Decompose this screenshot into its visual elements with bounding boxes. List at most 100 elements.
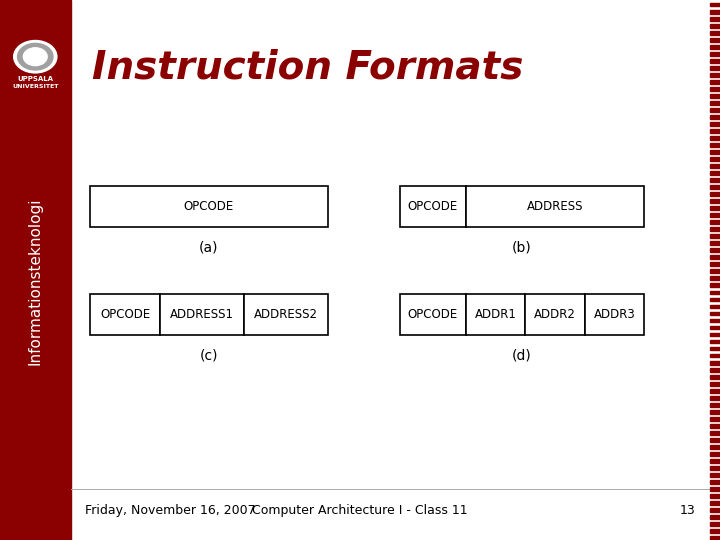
Bar xyxy=(710,333,720,336)
Bar xyxy=(710,143,720,147)
Bar xyxy=(710,227,720,231)
Bar xyxy=(710,522,720,526)
Bar xyxy=(710,164,720,168)
Bar xyxy=(710,80,720,84)
Bar xyxy=(525,294,585,335)
Bar xyxy=(710,136,720,140)
Text: OPCODE: OPCODE xyxy=(100,308,150,321)
Bar xyxy=(710,340,720,343)
Bar xyxy=(710,185,720,189)
Bar xyxy=(710,466,720,470)
Bar xyxy=(710,157,720,161)
Bar xyxy=(710,326,720,329)
Bar xyxy=(710,298,720,301)
Text: ADDR2: ADDR2 xyxy=(534,308,576,321)
Bar xyxy=(710,361,720,365)
Bar xyxy=(710,487,720,491)
Bar xyxy=(710,178,720,182)
Text: UNIVERSITET: UNIVERSITET xyxy=(12,84,58,89)
Bar xyxy=(710,17,720,21)
Bar xyxy=(710,508,720,512)
Bar xyxy=(710,431,720,435)
Text: (d): (d) xyxy=(512,348,532,362)
Bar xyxy=(710,87,720,91)
Bar xyxy=(710,410,720,414)
Circle shape xyxy=(14,40,57,73)
Bar xyxy=(710,368,720,372)
Bar xyxy=(710,31,720,35)
Bar xyxy=(710,375,720,379)
Bar xyxy=(710,424,720,428)
Bar xyxy=(710,396,720,400)
Bar xyxy=(710,101,720,105)
Bar xyxy=(400,186,466,227)
Bar xyxy=(710,115,720,119)
Bar xyxy=(710,276,720,280)
Bar xyxy=(710,150,720,154)
Text: ADDRESS: ADDRESS xyxy=(527,200,583,213)
Bar xyxy=(90,294,160,335)
Bar xyxy=(710,262,720,266)
Bar xyxy=(710,241,720,245)
Text: 13: 13 xyxy=(680,504,696,517)
Bar xyxy=(466,186,644,227)
Text: Friday, November 16, 2007: Friday, November 16, 2007 xyxy=(85,504,256,517)
Text: OPCODE: OPCODE xyxy=(408,200,458,213)
Bar xyxy=(710,319,720,322)
Bar xyxy=(244,294,328,335)
Bar xyxy=(710,354,720,357)
Bar xyxy=(710,536,720,540)
Bar xyxy=(710,389,720,393)
Bar xyxy=(710,305,720,308)
Text: (c): (c) xyxy=(199,348,218,362)
Bar xyxy=(710,199,720,203)
Bar xyxy=(710,438,720,442)
Bar xyxy=(710,108,720,112)
Text: Informationsteknologi: Informationsteknologi xyxy=(28,197,42,364)
Text: ADDRESS2: ADDRESS2 xyxy=(253,308,318,321)
Bar xyxy=(710,192,720,196)
Text: ADDR3: ADDR3 xyxy=(594,308,636,321)
Bar xyxy=(710,129,720,133)
Bar xyxy=(710,248,720,252)
Bar xyxy=(710,213,720,217)
Bar xyxy=(710,45,720,49)
Bar xyxy=(710,459,720,463)
Bar xyxy=(710,10,720,14)
Bar xyxy=(710,445,720,449)
Bar xyxy=(710,59,720,63)
Bar xyxy=(0,0,71,540)
Circle shape xyxy=(23,48,48,66)
Bar xyxy=(400,294,466,335)
Bar xyxy=(710,403,720,407)
Text: OPCODE: OPCODE xyxy=(184,200,234,213)
Bar xyxy=(710,417,720,421)
Bar xyxy=(710,171,720,175)
Bar xyxy=(710,284,720,287)
Text: ADDRESS1: ADDRESS1 xyxy=(170,308,234,321)
Bar xyxy=(585,294,644,335)
Text: Instruction Formats: Instruction Formats xyxy=(92,49,523,86)
Text: Computer Architecture I - Class 11: Computer Architecture I - Class 11 xyxy=(252,504,468,517)
Bar xyxy=(710,515,720,519)
Bar xyxy=(160,294,244,335)
Bar xyxy=(710,94,720,98)
Text: (a): (a) xyxy=(199,240,219,254)
Bar xyxy=(710,73,720,77)
Bar xyxy=(710,220,720,224)
Bar xyxy=(90,186,328,227)
Bar xyxy=(710,347,720,350)
Bar xyxy=(710,480,720,484)
Text: OPCODE: OPCODE xyxy=(408,308,458,321)
Bar xyxy=(710,3,720,6)
Bar xyxy=(710,452,720,456)
Bar xyxy=(710,382,720,386)
Bar xyxy=(710,24,720,28)
Bar xyxy=(710,122,720,126)
Bar xyxy=(710,473,720,477)
Bar xyxy=(710,501,720,505)
Bar xyxy=(710,312,720,315)
Bar xyxy=(710,255,720,259)
Bar xyxy=(710,269,720,273)
Bar xyxy=(710,529,720,533)
